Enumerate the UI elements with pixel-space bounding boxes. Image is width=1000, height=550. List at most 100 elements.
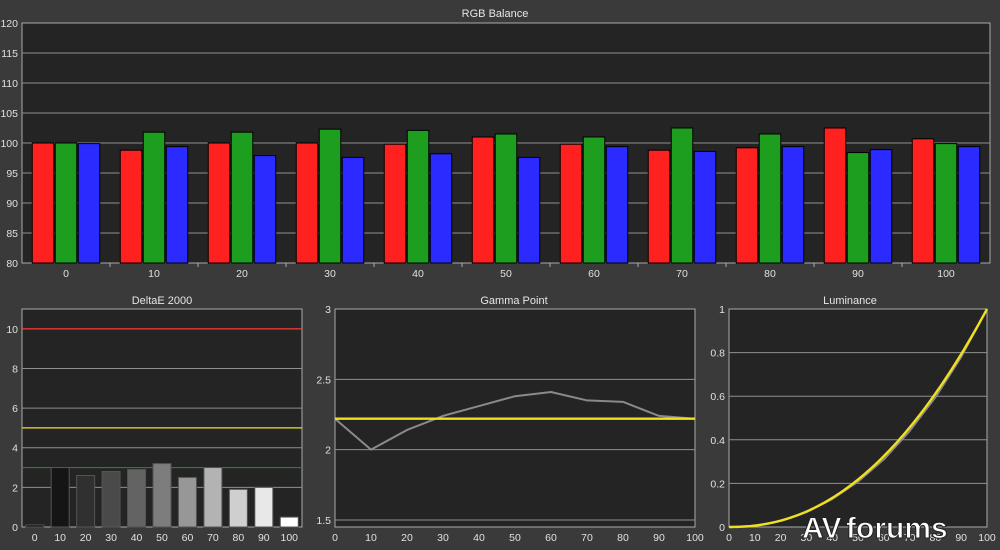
deltae-chart: DeltaE 2000 0 2 4 6 8 10 0 10 20 30 40 50 60 70 80 90 1… <box>6 295 303 544</box>
deltae-bar <box>279 516 299 528</box>
deltae-y-tick-labels: 0 2 4 6 8 10 <box>6 324 18 534</box>
lum-y-tick-label: 0.4 <box>710 435 725 447</box>
rgb-bar <box>559 143 583 264</box>
lum-x-tick-label: 100 <box>978 532 996 544</box>
gamma-gridlines <box>335 378 695 521</box>
gamma-x-tick-label: 0 <box>332 532 338 544</box>
rgb-x-tick-label: 70 <box>676 268 688 280</box>
lum-x-tick-label: 80 <box>930 532 942 544</box>
lum-x-tick-label: 50 <box>852 532 864 544</box>
deltae-y-tick-label: 4 <box>12 443 18 455</box>
lum-x-tick-label: 70 <box>904 532 916 544</box>
gamma-x-tick-label: 80 <box>617 532 629 544</box>
lum-x-tick-label: 40 <box>826 532 838 544</box>
lum-y-tick-label: 0 <box>719 522 725 534</box>
rgb-x-tick-label: 90 <box>852 268 864 280</box>
rgb-balance-bars <box>31 127 981 264</box>
rgb-bar <box>494 133 518 264</box>
rgb-x-tick-label: 30 <box>324 268 336 280</box>
rgb-bar <box>911 138 935 264</box>
deltae-x-tick-label: 90 <box>258 532 270 544</box>
deltae-y-tick-label: 8 <box>12 363 18 375</box>
gamma-x-tick-label: 100 <box>686 532 704 544</box>
rgb-bar <box>934 143 958 264</box>
deltae-y-tick-label: 10 <box>6 324 18 336</box>
deltae-bar <box>152 463 172 528</box>
rgb-x-tick-label: 10 <box>148 268 160 280</box>
rgb-bar <box>318 128 342 264</box>
deltae-y-tick-label: 2 <box>12 482 18 494</box>
rgb-bar <box>582 136 606 264</box>
rgb-bar <box>406 129 430 264</box>
rgb-bar <box>605 146 629 264</box>
watermark-av: AV <box>802 512 841 545</box>
luminance-x-tick-labels: 0 10 20 30 40 50 60 70 80 90 100 <box>726 532 996 544</box>
gamma-x-tick-label: 50 <box>509 532 521 544</box>
gamma-point-chart: Gamma Point 1.5 2 2.5 3 0 10 20 30 40 50 60 70 80 90… <box>316 295 704 544</box>
gamma-x-tick-label: 40 <box>473 532 485 544</box>
rgb-y-tick-label: 95 <box>6 168 18 180</box>
rgb-y-tick-label: 80 <box>6 258 18 270</box>
rgb-y-tick-label: 105 <box>0 108 18 120</box>
watermark-forums: forums <box>846 512 948 545</box>
rgb-x-tick-label: 40 <box>412 268 424 280</box>
luminance-title: Luminance <box>823 295 877 307</box>
lum-x-tick-label: 20 <box>775 532 787 544</box>
deltae-x-tick-label: 30 <box>105 532 117 544</box>
deltae-bars <box>25 463 299 528</box>
rgb-bar <box>253 155 277 264</box>
rgb-y-tick-label: 115 <box>1 48 18 60</box>
rgb-y-tick-label: 90 <box>6 198 18 210</box>
deltae-bar <box>101 471 121 528</box>
rgb-bar <box>758 133 782 264</box>
avforums-logo: AV forums <box>802 512 949 546</box>
rgb-y-tick-label: 120 <box>0 18 18 30</box>
deltae-x-tick-label: 20 <box>80 532 92 544</box>
rgb-bar <box>77 143 101 264</box>
rgb-x-tick-label: 60 <box>588 268 600 280</box>
deltae-bar <box>203 467 223 528</box>
rgb-y-tick-label: 85 <box>6 228 18 240</box>
rgb-bar <box>823 127 847 264</box>
rgb-bar <box>670 127 694 264</box>
deltae-x-tick-label: 50 <box>156 532 168 544</box>
deltae-x-tick-label: 60 <box>182 532 194 544</box>
lum-y-tick-label: 1 <box>719 304 725 316</box>
rgb-balance-y-tick-labels: 80 85 90 95 100 105 110 115 120 <box>0 18 18 270</box>
deltae-x-tick-label: 0 <box>32 532 38 544</box>
rgb-bar <box>383 143 407 264</box>
gamma-y-tick-label: 1.5 <box>316 515 331 527</box>
gamma-x-tick-label: 10 <box>365 532 377 544</box>
rgb-y-tick-label: 110 <box>1 78 18 90</box>
rgb-bar <box>142 131 166 264</box>
lum-x-tick-label: 60 <box>878 532 890 544</box>
rgb-bar <box>957 146 981 264</box>
gamma-y-tick-label: 2.5 <box>316 374 331 386</box>
rgb-bar <box>54 142 78 264</box>
luminance-chart: Luminance 0 0.2 0.4 0.6 0.8 1 0 10 20 30 40 50 60 70… <box>710 295 996 544</box>
rgb-bar <box>647 149 671 264</box>
deltae-bar <box>177 476 197 528</box>
deltae-x-tick-label: 70 <box>207 532 219 544</box>
gamma-x-tick-label: 90 <box>653 532 665 544</box>
rgb-bar <box>295 142 319 264</box>
rgb-bar <box>341 156 365 264</box>
deltae-bar <box>254 486 274 528</box>
rgb-balance-x-tick-labels: 0 10 20 30 40 50 60 70 80 90 100 <box>63 268 955 280</box>
lum-series-line <box>728 308 989 529</box>
rgb-bar <box>735 147 759 264</box>
rgb-x-tick-label: 50 <box>500 268 512 280</box>
luminance-y-tick-labels: 0 0.2 0.4 0.6 0.8 1 <box>710 304 725 534</box>
deltae-y-tick-label: 0 <box>12 522 18 534</box>
deltae-bar <box>76 474 96 528</box>
rgb-balance-chart: RGB Balance 80 85 90 95 100 105 110 115 120 0 10 2… <box>0 8 991 280</box>
rgb-balance-title: RGB Balance <box>462 8 529 20</box>
rgb-bar <box>207 142 231 264</box>
lum-y-tick-label: 0.2 <box>710 478 725 490</box>
rgb-bar <box>119 149 143 264</box>
rgb-y-tick-label: 100 <box>0 138 18 150</box>
rgb-x-tick-label: 80 <box>764 268 776 280</box>
luminance-plot-area <box>728 308 988 528</box>
rgb-bar <box>165 146 189 264</box>
gamma-y-tick-label: 2 <box>325 445 331 457</box>
